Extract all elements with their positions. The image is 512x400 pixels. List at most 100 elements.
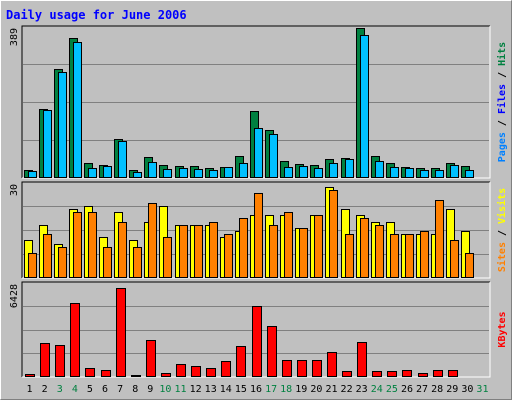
series-legend: Sites / Visits: [496, 188, 508, 272]
bar-files: [43, 110, 52, 178]
bar-kbytes: [448, 370, 458, 377]
bar-kbytes: [221, 361, 231, 377]
bar-files: [254, 128, 263, 178]
bar-sites: [314, 215, 323, 278]
bar-files: [465, 170, 474, 178]
day-tick-label: 25: [386, 384, 398, 395]
bar-sites: [133, 247, 142, 278]
bar-sites: [345, 234, 354, 278]
bar-sites: [435, 200, 444, 278]
bar-sites: [390, 234, 399, 278]
bar-kbytes: [387, 371, 397, 377]
day-tick-label: 20: [310, 384, 322, 395]
bar-kbytes: [206, 368, 216, 377]
bar-files: [224, 167, 233, 178]
day-tick-label: 30: [461, 384, 473, 395]
day-tick-label: 21: [325, 384, 337, 395]
bar-kbytes: [236, 346, 246, 377]
day-tick-label: 31: [476, 384, 488, 395]
day-tick-label: 4: [72, 384, 78, 395]
series-legend: KBytes: [497, 311, 508, 347]
bar-kbytes: [146, 340, 156, 377]
bar-files: [163, 169, 172, 178]
bar-sites: [103, 247, 112, 278]
axis-max-label: 30: [9, 184, 20, 196]
day-tick-label: 6: [102, 384, 108, 395]
bar-kbytes: [55, 345, 65, 377]
bar-kbytes: [402, 370, 412, 377]
day-tick-label: 18: [280, 384, 292, 395]
bar-files: [329, 163, 338, 178]
series-legend: Pages / Files / Hits: [496, 42, 508, 162]
bar-kbytes: [70, 303, 80, 377]
bar-sites: [329, 190, 338, 278]
bar-sites: [194, 225, 203, 278]
bar-sites: [148, 203, 157, 278]
bar-sites: [224, 234, 233, 278]
panel-frame-dark: [21, 181, 490, 278]
bar-sites: [88, 212, 97, 278]
day-tick-label: 22: [341, 384, 353, 395]
bar-files: [420, 170, 429, 178]
bar-kbytes: [312, 360, 322, 377]
legend-sites: Sites: [496, 242, 508, 272]
bar-sites: [450, 240, 459, 278]
bar-files: [284, 167, 293, 178]
bar-kbytes: [85, 368, 95, 377]
day-tick-label: 11: [174, 384, 186, 395]
bar-files: [58, 72, 67, 178]
day-tick-label: 24: [371, 384, 383, 395]
day-tick-label: 3: [57, 384, 63, 395]
bar-kbytes: [267, 326, 277, 377]
legend-pages: Pages: [497, 132, 508, 162]
bar-files: [239, 163, 248, 178]
day-tick-label: 7: [117, 384, 123, 395]
bar-kbytes: [372, 371, 382, 377]
bar-files: [450, 165, 459, 178]
bar-files: [28, 171, 37, 178]
bar-sites: [118, 222, 127, 278]
day-tick-label: 19: [295, 384, 307, 395]
bar-files: [314, 168, 323, 178]
panel-frame-dark: [21, 25, 490, 178]
bar-files: [88, 168, 97, 178]
bar-kbytes: [25, 374, 35, 377]
bar-files: [360, 35, 369, 178]
bar-files: [390, 167, 399, 178]
bar-sites: [179, 225, 188, 278]
legend-separator: /: [497, 66, 508, 84]
day-tick-label: 5: [87, 384, 93, 395]
bar-kbytes: [161, 373, 171, 377]
bar-sites: [284, 212, 293, 278]
bar-files: [299, 166, 308, 178]
bar-sites: [239, 218, 248, 278]
bar-files: [73, 42, 82, 178]
bar-kbytes: [418, 373, 428, 377]
day-tick-label: 27: [416, 384, 428, 395]
bar-sites: [420, 231, 429, 278]
bar-kbytes: [191, 366, 201, 377]
bar-files: [133, 172, 142, 178]
day-tick-label: 17: [265, 384, 277, 395]
bar-files: [179, 168, 188, 178]
bar-kbytes: [40, 343, 50, 377]
bar-kbytes: [282, 360, 292, 377]
bar-kbytes: [252, 306, 262, 377]
bar-kbytes: [101, 370, 111, 377]
bar-sites: [73, 212, 82, 278]
bar-kbytes: [357, 342, 367, 377]
bar-files: [194, 169, 203, 178]
bar-files: [405, 168, 414, 178]
day-tick-label: 1: [27, 384, 33, 395]
day-tick-label: 16: [250, 384, 262, 395]
legend-visits: Visits: [496, 188, 508, 224]
legend-hits: Hits: [496, 42, 508, 66]
day-tick-label: 15: [235, 384, 247, 395]
bar-kbytes: [327, 352, 337, 377]
day-tick-label: 13: [205, 384, 217, 395]
bar-sites: [299, 228, 308, 278]
bar-files: [269, 134, 278, 178]
bar-kbytes: [342, 371, 352, 377]
bar-files: [345, 159, 354, 178]
